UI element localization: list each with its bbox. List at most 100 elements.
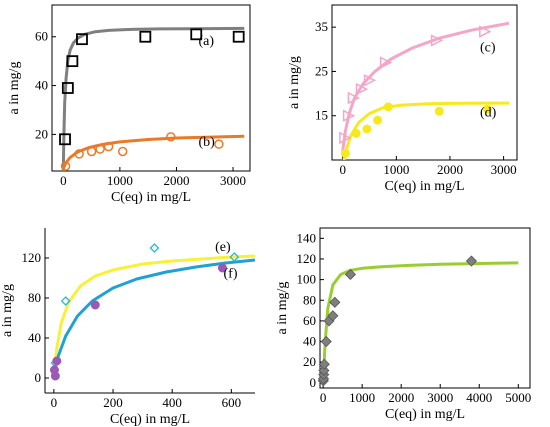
data-point bbox=[86, 146, 97, 157]
x-tick-label: 2000 bbox=[437, 162, 463, 177]
data-point bbox=[320, 335, 332, 348]
fit-line bbox=[52, 258, 255, 374]
y-axis-label: a in mg/g bbox=[287, 56, 302, 109]
y-tick-label: 80 bbox=[28, 290, 41, 305]
data-point bbox=[327, 310, 339, 322]
data-point bbox=[430, 34, 444, 47]
y-axis-label: a in mg/g bbox=[0, 284, 15, 337]
data-point bbox=[66, 55, 79, 68]
fit-line bbox=[342, 101, 510, 160]
data-point bbox=[52, 356, 62, 366]
chart-e-f: 0 200 400 600 0 40 80 120 C(eq) in mg/L a in mg/g… bbox=[0, 228, 255, 427]
data-point bbox=[318, 364, 330, 377]
x-axis-label: C(eq) in mg/L bbox=[110, 412, 190, 427]
data-point bbox=[363, 74, 377, 87]
data-point bbox=[59, 133, 71, 146]
x-tick-label: 1000 bbox=[349, 390, 375, 405]
x-tick-label: 1000 bbox=[107, 173, 133, 188]
x-tick-label: 3000 bbox=[427, 390, 453, 405]
data-point bbox=[74, 149, 84, 159]
fit-line bbox=[61, 26, 245, 171]
data-point bbox=[483, 104, 493, 114]
chart-c-d: 0 1000 2000 3000 15 25 35 C(eq) in mg/L a in mg/… bbox=[287, 4, 518, 194]
data-point bbox=[90, 300, 100, 310]
data-point bbox=[465, 255, 478, 267]
data-point bbox=[355, 82, 369, 96]
data-point bbox=[342, 109, 356, 122]
plot-frame bbox=[331, 4, 518, 161]
data-point bbox=[229, 252, 240, 262]
series-label: (d) bbox=[480, 106, 497, 121]
y-tick-label: 20 bbox=[303, 354, 316, 369]
data-point bbox=[318, 358, 330, 370]
data-point bbox=[166, 132, 176, 142]
y-tick-label: 20 bbox=[35, 126, 48, 141]
data-point bbox=[362, 124, 372, 134]
x-tick-label: 0 bbox=[339, 162, 346, 177]
x-tick-label: 0 bbox=[60, 173, 67, 188]
data-point bbox=[60, 161, 71, 171]
y-tick-label: 40 bbox=[35, 78, 48, 93]
y-tick-label: 60 bbox=[303, 313, 316, 328]
y-tick-label: 140 bbox=[297, 230, 317, 245]
chart-single-series: 0 1000 2000 3000 4000 5000 0 20 40 60 80 100 120 140 C… bbox=[275, 227, 531, 422]
x-tick-label: 200 bbox=[103, 395, 123, 410]
data-point bbox=[329, 296, 341, 308]
x-axis-label: C(eq) in mg/L bbox=[384, 179, 464, 194]
x-tick-label: 2000 bbox=[388, 390, 414, 405]
series-label: (c) bbox=[480, 41, 496, 56]
plot-frame bbox=[319, 227, 531, 389]
data-point bbox=[340, 148, 350, 158]
data-point bbox=[139, 30, 152, 43]
data-point bbox=[383, 102, 393, 112]
x-tick-label: 3000 bbox=[491, 162, 517, 177]
data-point bbox=[347, 91, 361, 105]
y-tick-label: 0 bbox=[35, 370, 42, 385]
fit-line bbox=[52, 254, 255, 374]
series-label: (b) bbox=[199, 135, 216, 150]
fit-line bbox=[341, 21, 510, 152]
x-tick-label: 1000 bbox=[383, 162, 409, 177]
y-tick-label: 0 bbox=[310, 375, 317, 390]
data-point bbox=[344, 268, 357, 281]
x-tick-label: 600 bbox=[222, 395, 242, 410]
data-point bbox=[379, 56, 393, 69]
data-point bbox=[232, 30, 245, 43]
chart-a-b: 0 1000 2000 3000 20 40 60 C(eq) in mg/L a in mg/… bbox=[7, 4, 251, 205]
y-tick-label: 35 bbox=[315, 19, 328, 34]
data-point bbox=[50, 371, 60, 381]
x-tick-label: 5000 bbox=[505, 390, 531, 405]
data-point bbox=[76, 33, 88, 46]
x-tick-label: 2000 bbox=[163, 173, 189, 188]
y-tick-label: 120 bbox=[297, 251, 317, 266]
data-point bbox=[214, 139, 224, 149]
x-tick-label: 4000 bbox=[466, 390, 492, 405]
y-tick-label: 100 bbox=[297, 272, 317, 287]
data-point bbox=[149, 243, 160, 253]
data-point bbox=[60, 296, 71, 306]
y-tick-label: 60 bbox=[35, 29, 48, 44]
fit-line bbox=[321, 261, 519, 383]
data-point bbox=[117, 146, 128, 157]
x-axis-label: C(eq) in mg/L bbox=[385, 407, 465, 422]
y-tick-label: 120 bbox=[22, 250, 42, 265]
fit-line bbox=[61, 134, 245, 170]
x-tick-label: 0 bbox=[51, 395, 58, 410]
x-tick-label: 400 bbox=[162, 395, 182, 410]
x-tick-label: 3000 bbox=[220, 173, 246, 188]
plot-frame bbox=[51, 4, 251, 172]
data-point bbox=[373, 115, 383, 125]
series-label: (f) bbox=[224, 267, 238, 282]
series-label: (a) bbox=[199, 34, 215, 49]
data-point bbox=[61, 82, 74, 94]
y-tick-label: 15 bbox=[315, 108, 328, 123]
x-axis-label: C(eq) in mg/L bbox=[111, 190, 191, 205]
data-point bbox=[479, 25, 492, 38]
data-point bbox=[351, 128, 361, 138]
data-point bbox=[434, 106, 444, 116]
data-point bbox=[339, 131, 352, 145]
data-point bbox=[103, 141, 114, 152]
y-tick-label: 80 bbox=[303, 292, 316, 307]
y-axis-label: a in mg/g bbox=[7, 62, 22, 115]
